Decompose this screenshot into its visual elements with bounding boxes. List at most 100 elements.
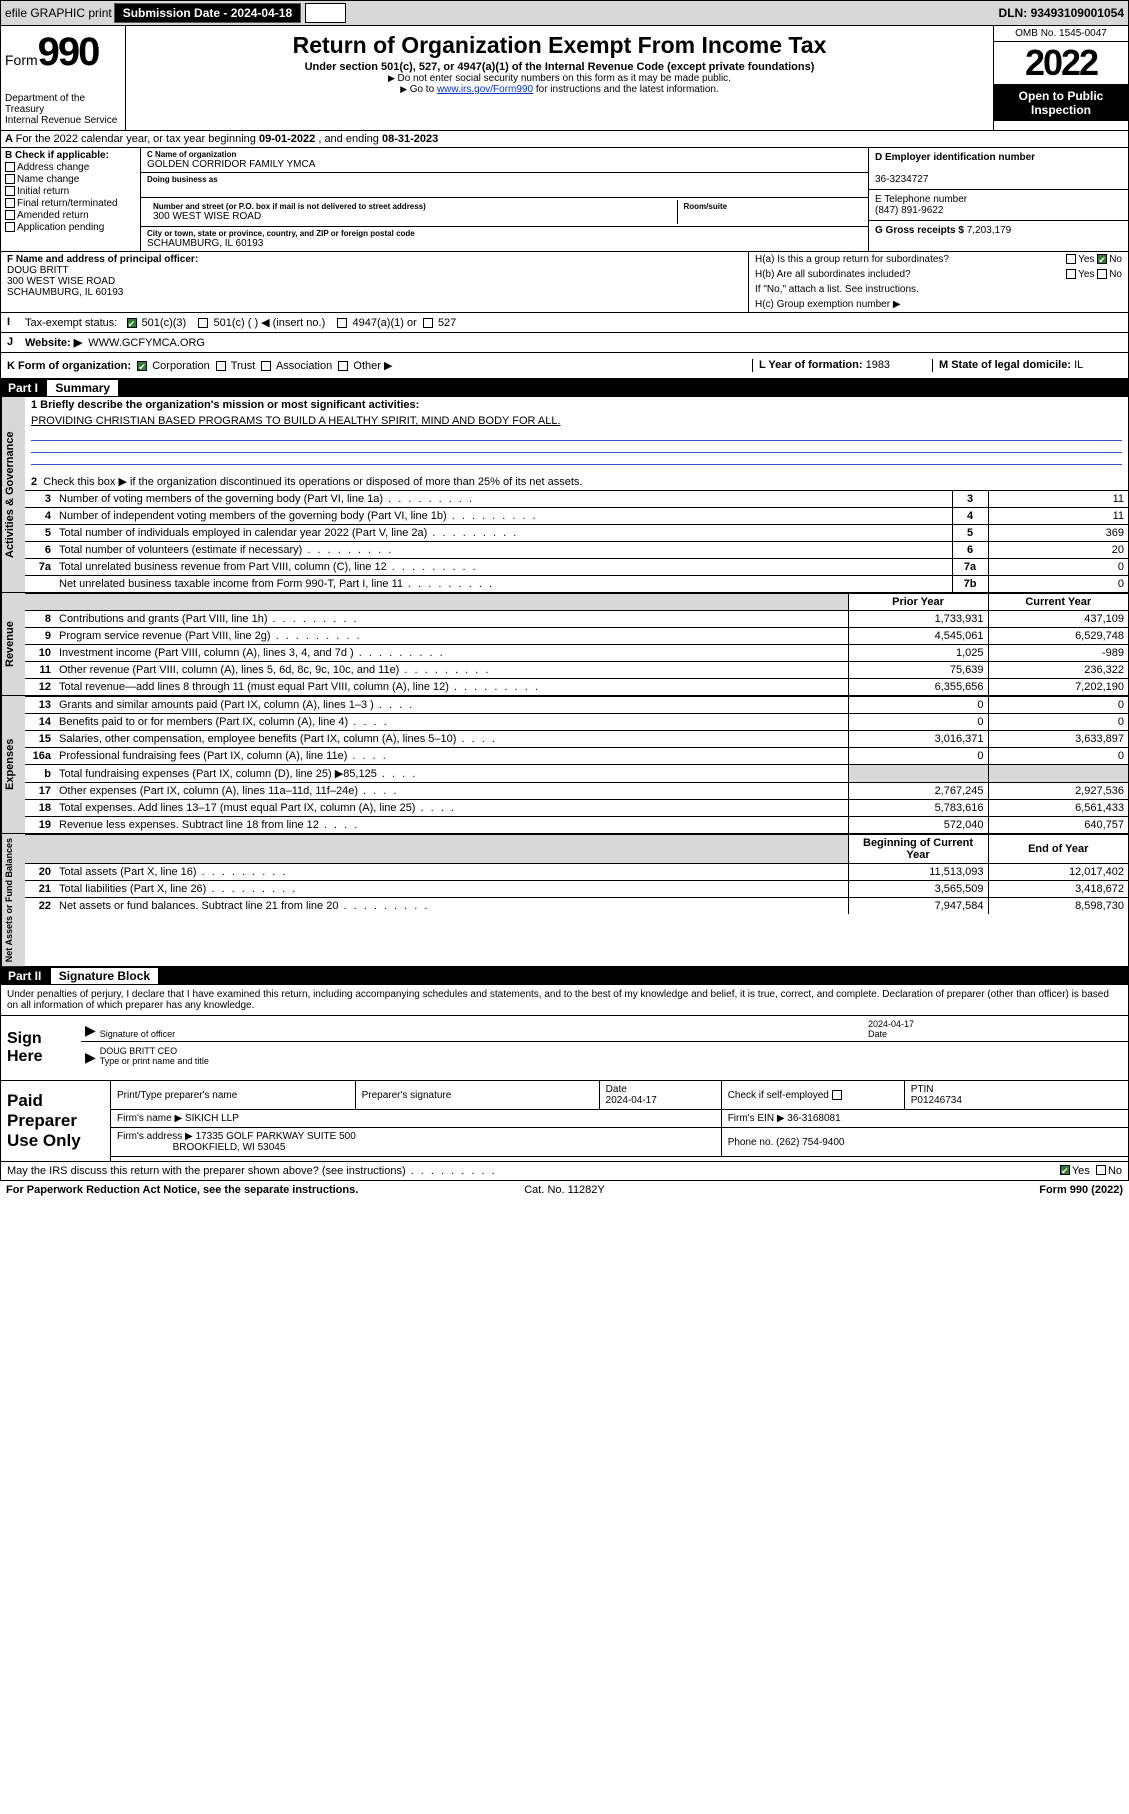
table-row: 22Net assets or fund balances. Subtract … (25, 898, 1128, 915)
gov-table: 3Number of voting members of the governi… (25, 490, 1128, 592)
part2-header: Part II Signature Block (0, 967, 1129, 985)
form-subtitle: Under section 501(c), 527, or 4947(a)(1)… (134, 61, 985, 73)
governance-block: Activities & Governance 1 Briefly descri… (0, 397, 1129, 593)
cb-initial-return[interactable]: Initial return (5, 186, 136, 197)
irs-link[interactable]: www.irs.gov/Form990 (437, 84, 533, 95)
cb-501c3[interactable]: ✔ (127, 318, 137, 328)
cb-self-emp[interactable] (832, 1090, 842, 1100)
row-i: I Tax-exempt status: ✔ 501(c)(3) 501(c) … (0, 313, 1129, 333)
discuss-row: May the IRS discuss this return with the… (0, 1162, 1129, 1181)
discuss-no[interactable] (1096, 1165, 1106, 1175)
sign-here-block: Sign Here ▶ Signature of officer 2024-04… (0, 1016, 1129, 1081)
col-f: F Name and address of principal officer:… (1, 252, 748, 312)
cb-address-change[interactable]: Address change (5, 162, 136, 173)
table-row: 9Program service revenue (Part VIII, lin… (25, 628, 1128, 645)
table-row: 4Number of independent voting members of… (25, 508, 1128, 525)
cb-trust[interactable] (216, 361, 226, 371)
form-title: Return of Organization Exempt From Incom… (134, 32, 985, 59)
omb-number: OMB No. 1545-0047 (994, 26, 1128, 42)
net-table: Beginning of Current YearEnd of Year 20T… (25, 834, 1128, 914)
table-row: 20Total assets (Part X, line 16)11,513,0… (25, 864, 1128, 881)
goto-note: Go to www.irs.gov/Form990 for instructio… (134, 84, 985, 95)
tax-year: 2022 (994, 42, 1128, 85)
table-row: 10Investment income (Part VIII, column (… (25, 645, 1128, 662)
paid-label: Paid Preparer Use Only (1, 1081, 111, 1161)
top-toolbar: efile GRAPHIC print Submission Date - 20… (0, 0, 1129, 26)
mission: PROVIDING CHRISTIAN BASED PROGRAMS TO BU… (31, 415, 561, 427)
phone: (847) 891-9622 (875, 205, 943, 216)
table-row: 14Benefits paid to or for members (Part … (25, 714, 1128, 731)
cb-app-pending[interactable]: Application pending (5, 222, 136, 233)
table-row: 19Revenue less expenses. Subtract line 1… (25, 817, 1128, 834)
expenses-block: Expenses 13Grants and similar amounts pa… (0, 696, 1129, 834)
form-header: Form990 Department of the Treasury Inter… (0, 26, 1129, 131)
rev-table: Prior YearCurrent Year 8Contributions an… (25, 593, 1128, 695)
firm-name: SIKICH LLP (185, 1113, 239, 1124)
ha-no[interactable]: ✔ (1097, 254, 1107, 264)
domicile: IL (1074, 359, 1083, 371)
table-row: 12Total revenue—add lines 8 through 11 (… (25, 679, 1128, 696)
table-row: Net unrelated business taxable income fr… (25, 576, 1128, 593)
paid-preparer-block: Paid Preparer Use Only Print/Type prepar… (0, 1081, 1129, 1162)
table-row: bTotal fundraising expenses (Part IX, co… (25, 765, 1128, 783)
dln-label: DLN: (999, 6, 1028, 20)
officer-name: DOUG BRITT (7, 265, 69, 276)
submission-date-btn[interactable]: Submission Date - 2024-04-18 (114, 3, 301, 23)
table-row: 7aTotal unrelated business revenue from … (25, 559, 1128, 576)
rev-tab: Revenue (1, 593, 25, 695)
col-de: D Employer identification number 36-3234… (868, 148, 1128, 251)
table-row: 3Number of voting members of the governi… (25, 491, 1128, 508)
officer-typed: DOUG BRITT CEO (100, 1046, 1124, 1056)
year-formed: 1983 (866, 359, 890, 371)
cb-501c[interactable] (198, 318, 208, 328)
table-row: 15Salaries, other compensation, employee… (25, 731, 1128, 748)
hb-yes[interactable] (1066, 269, 1076, 279)
table-row: 6Total number of volunteers (estimate if… (25, 542, 1128, 559)
table-row: 16aProfessional fundraising fees (Part I… (25, 748, 1128, 765)
ha-yes[interactable] (1066, 254, 1076, 264)
public-inspection: Open to Public Inspection (994, 85, 1128, 121)
gov-tab: Activities & Governance (1, 397, 25, 592)
revenue-block: Revenue Prior YearCurrent Year 8Contribu… (0, 593, 1129, 696)
firm-phone: (262) 754-9400 (776, 1137, 844, 1148)
dln-value: 93493109001054 (1031, 6, 1124, 20)
discuss-yes[interactable]: ✔ (1060, 1165, 1070, 1175)
hb-no[interactable] (1097, 269, 1107, 279)
table-row: 11Other revenue (Part VIII, column (A), … (25, 662, 1128, 679)
sig-arrow-icon-2: ▶ (85, 1049, 96, 1066)
website: WWW.GCFYMCA.ORG (88, 337, 205, 349)
cb-final-return[interactable]: Final return/terminated (5, 198, 136, 209)
blank-box (305, 3, 346, 23)
exp-tab: Expenses (1, 696, 25, 833)
cb-other[interactable] (338, 361, 348, 371)
section-bcdeg: B Check if applicable: Address change Na… (0, 148, 1129, 252)
form-number: 990 (38, 30, 99, 74)
netassets-block: Net Assets or Fund Balances Beginning of… (0, 834, 1129, 967)
line-a: A For the 2022 calendar year, or tax yea… (0, 131, 1129, 148)
row-klm: K Form of organization: ✔ Corporation Tr… (0, 353, 1129, 379)
nossn-note: Do not enter social security numbers on … (134, 73, 985, 84)
cb-assoc[interactable] (261, 361, 271, 371)
efile-label: efile GRAPHIC print (5, 6, 112, 20)
col-h: H(a) Is this a group return for subordin… (748, 252, 1128, 312)
irs-label: Internal Revenue Service (5, 115, 121, 126)
row-j: J Website: ▶ WWW.GCFYMCA.ORG (0, 333, 1129, 353)
sig-declaration: Under penalties of perjury, I declare th… (0, 985, 1129, 1016)
cat-no: Cat. No. 11282Y (378, 1184, 750, 1196)
col-b: B Check if applicable: Address change Na… (1, 148, 141, 251)
cb-corp[interactable]: ✔ (137, 361, 147, 371)
table-row: 21Total liabilities (Part X, line 26)3,5… (25, 881, 1128, 898)
table-row: 18Total expenses. Add lines 13–17 (must … (25, 800, 1128, 817)
table-row: 5Total number of individuals employed in… (25, 525, 1128, 542)
header-right: OMB No. 1545-0047 2022 Open to Public In… (993, 26, 1128, 130)
sig-date: 2024-04-17 (868, 1019, 1124, 1029)
page-footer: For Paperwork Reduction Act Notice, see … (0, 1181, 1129, 1199)
org-street: 300 WEST WISE ROAD (153, 211, 671, 222)
cb-amended[interactable]: Amended return (5, 210, 136, 221)
cb-name-change[interactable]: Name change (5, 174, 136, 185)
cb-4947[interactable] (337, 318, 347, 328)
sig-arrow-icon: ▶ (85, 1022, 96, 1039)
cb-527[interactable] (423, 318, 433, 328)
table-row: 17Other expenses (Part IX, column (A), l… (25, 783, 1128, 800)
form-ref: Form 990 (2022) (751, 1184, 1123, 1196)
